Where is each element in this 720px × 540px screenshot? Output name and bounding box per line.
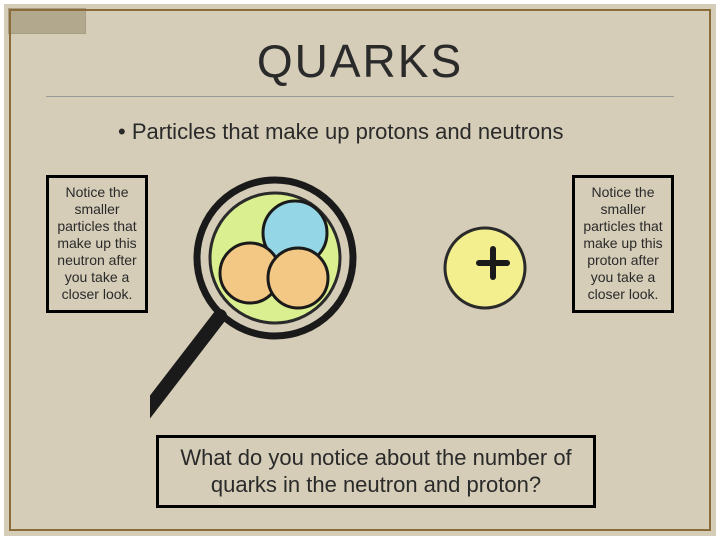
title-underline [46,96,674,97]
right-note-box: Notice the smaller particles that make u… [572,175,674,313]
bullet-label: Particles that make up protons and neutr… [132,119,564,144]
slide-title: QUARKS [0,34,720,88]
quark-diagram [150,158,580,448]
bottom-question-box: What do you notice about the number of q… [156,435,596,508]
diagram-svg [150,158,580,448]
bullet-text: • Particles that make up protons and neu… [118,119,564,145]
left-note-box: Notice the smaller particles that make u… [46,175,148,313]
